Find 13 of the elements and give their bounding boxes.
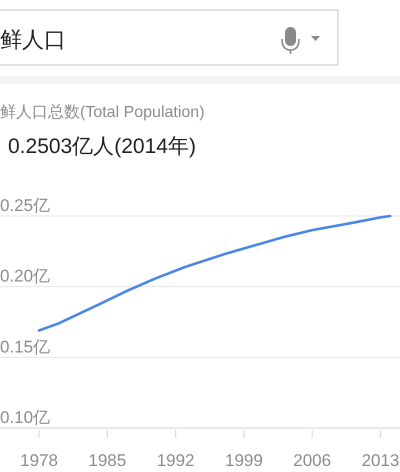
x-tick-label: 1978	[20, 451, 58, 470]
x-tick-label: 1992	[156, 451, 195, 470]
y-tick-label: 0.10亿	[0, 408, 50, 427]
y-tick-label: 0.20亿	[0, 266, 50, 286]
x-tick-label: 1999	[224, 451, 263, 470]
x-tick-label: 2013	[362, 451, 400, 470]
x-tick-label: 1985	[88, 451, 126, 470]
y-tick-label: 0.15亿	[0, 337, 50, 356]
y-tick-label: 0.25亿	[0, 196, 50, 215]
search-box: 鲜人口	[0, 10, 338, 66]
chart-subtitle: 0.2503亿人(2014年)	[8, 135, 196, 158]
x-tick-label: 2006	[293, 451, 332, 470]
chart-title: 鲜人口总数(Total Population)	[0, 103, 205, 121]
